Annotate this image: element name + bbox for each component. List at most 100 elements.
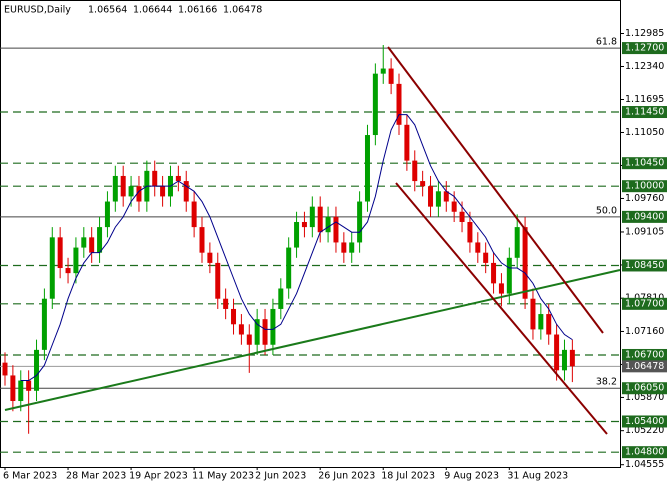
candle-body <box>467 221 473 243</box>
level-label: 1.08450 <box>625 260 664 271</box>
level-box <box>622 348 667 361</box>
level-box <box>622 415 667 428</box>
candle-body <box>435 191 441 207</box>
candle-body <box>349 242 355 253</box>
level-box <box>622 297 667 310</box>
level-label: 1.10450 <box>625 158 664 169</box>
y-tick-label: 1.09105 <box>625 226 664 237</box>
candle-body <box>270 308 276 345</box>
candle-body <box>136 186 142 202</box>
candle-body <box>81 237 87 248</box>
candle-body <box>522 227 528 299</box>
candle-body <box>357 201 363 243</box>
fib-label: 61.8 <box>596 37 617 48</box>
candle-body <box>49 237 55 299</box>
level-box <box>622 42 667 55</box>
y-tick-label: 1.12340 <box>625 61 664 72</box>
candle-body <box>34 349 40 391</box>
candle-body <box>546 314 552 335</box>
x-tick-label: 18 Jul 2023 <box>381 471 435 482</box>
level-box <box>622 259 667 272</box>
x-tick-label: 6 Mar 2023 <box>3 471 57 482</box>
candle-body <box>514 227 520 258</box>
candle-body <box>309 206 315 228</box>
candle-body <box>341 242 347 253</box>
candle-body <box>317 206 323 233</box>
ohlc-low: 1.06166 <box>178 5 217 16</box>
candle-body <box>89 237 95 253</box>
candle-body <box>459 211 465 222</box>
level-box <box>622 106 667 119</box>
current-price-label: 1.06478 <box>625 361 664 372</box>
y-tick-label: 1.12985 <box>625 28 664 39</box>
candle-body <box>26 380 32 391</box>
candle-body <box>191 201 197 228</box>
level-box <box>622 382 667 395</box>
candle-body <box>483 252 489 263</box>
level-box <box>622 210 667 223</box>
candle-body <box>207 252 213 263</box>
y-tick-label: 1.11050 <box>625 127 664 138</box>
level-label: 1.06700 <box>625 349 664 360</box>
level-label: 1.12700 <box>625 43 664 54</box>
level-box <box>622 157 667 170</box>
candle-body <box>498 283 504 294</box>
trend-line <box>4 269 621 411</box>
candle-body <box>175 175 181 182</box>
candle-body <box>286 247 292 289</box>
y-tick-label: 1.04555 <box>625 459 664 470</box>
level-box <box>622 446 667 459</box>
candle-body <box>231 308 237 325</box>
candle-body <box>388 68 394 84</box>
candle-body <box>404 124 410 161</box>
level-box <box>622 180 667 193</box>
candle-body <box>380 68 386 74</box>
y-tick-label: 1.07160 <box>625 326 664 337</box>
candle-body <box>254 319 260 345</box>
candle-body <box>538 314 544 330</box>
candle-body <box>278 288 284 309</box>
candle-body <box>160 186 166 197</box>
x-tick-label: 2 Jun 2023 <box>255 471 306 482</box>
y-tick-label: 1.05220 <box>625 425 664 436</box>
candle-body <box>443 191 449 202</box>
candle-body <box>2 362 8 376</box>
x-tick-label: 31 Aug 2023 <box>507 471 568 482</box>
candle-body <box>561 349 567 371</box>
candle-body <box>128 186 134 197</box>
candle-body <box>152 170 158 187</box>
fib-label: 50.0 <box>596 205 617 216</box>
candle-body <box>223 298 229 309</box>
candle-body <box>301 221 307 228</box>
candle-body <box>10 375 16 402</box>
level-label: 1.11450 <box>625 107 664 118</box>
level-label: 1.04800 <box>625 447 664 458</box>
level-label: 1.07700 <box>625 298 664 309</box>
ohlc-open: 1.06564 <box>88 5 127 16</box>
candle-body <box>120 175 126 197</box>
candle-body <box>183 181 189 202</box>
candle-body <box>18 380 24 402</box>
y-tick-label: 1.05870 <box>625 392 664 403</box>
candle-body <box>65 268 71 274</box>
candle-body <box>325 216 331 233</box>
candle-body <box>112 175 118 202</box>
candle-body <box>41 298 47 350</box>
symbol-title: EURUSD,Daily <box>4 5 71 16</box>
candle-body <box>475 242 481 253</box>
candle-body <box>215 262 221 299</box>
x-tick-label: 11 May 2023 <box>192 471 254 482</box>
moving-average <box>20 114 573 382</box>
candle-body <box>491 262 497 284</box>
ohlc-close: 1.06478 <box>223 5 262 16</box>
candle-body <box>554 334 560 371</box>
candle-body <box>428 186 434 207</box>
candle-body <box>246 334 252 345</box>
candle-body <box>569 349 575 367</box>
candle-body <box>97 227 103 253</box>
channel-upper <box>387 46 604 334</box>
level-label: 1.10000 <box>625 181 664 192</box>
x-tick-label: 19 Apr 2023 <box>129 471 188 482</box>
candle-body <box>420 181 426 187</box>
